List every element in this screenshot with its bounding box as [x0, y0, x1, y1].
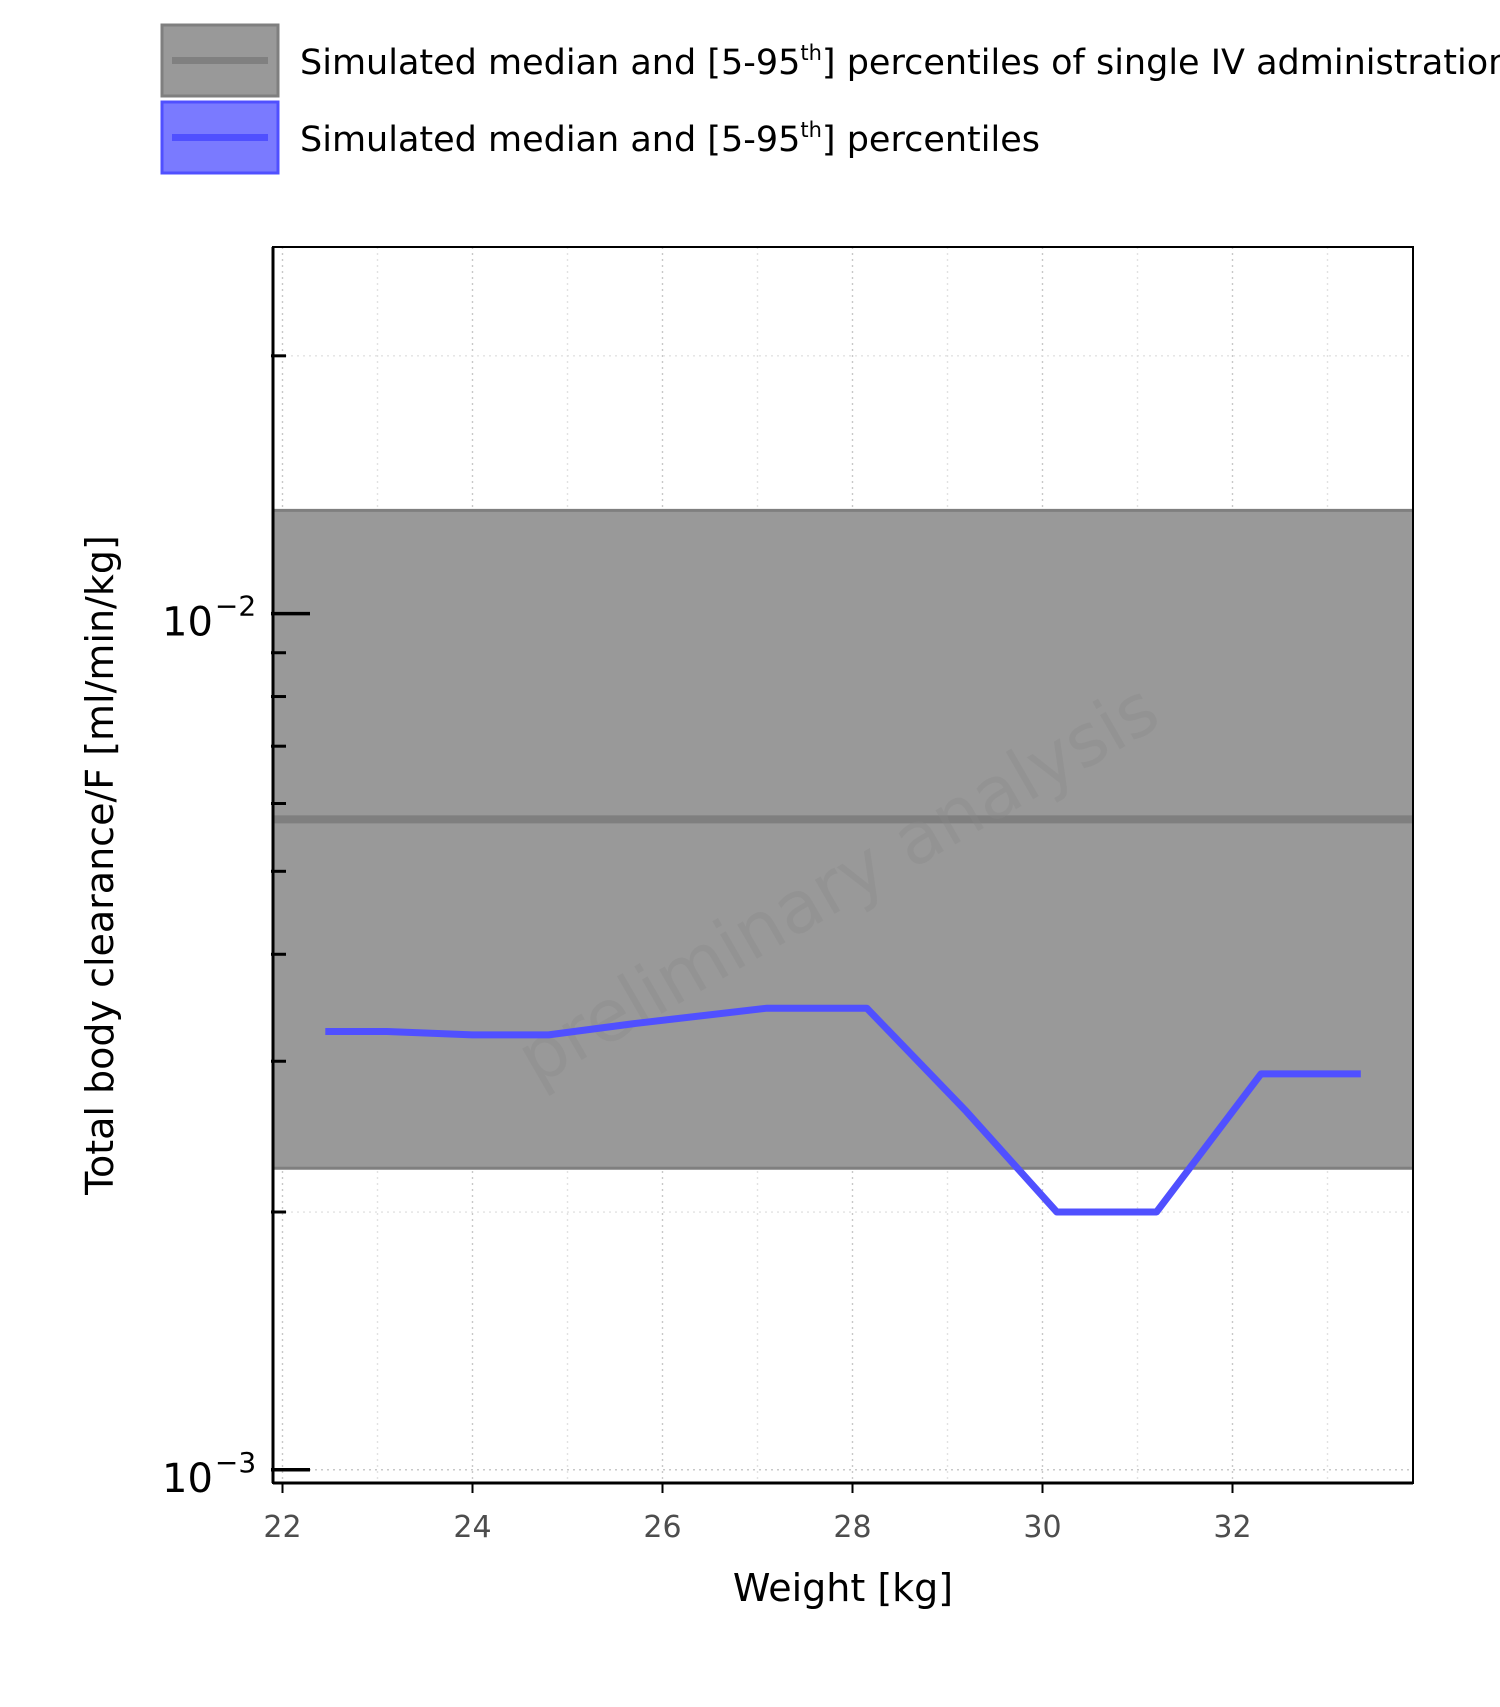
legend-label: Simulated median and [5-95th] percentile…	[300, 118, 1040, 160]
y-tick-label: 10−3	[162, 1446, 256, 1502]
y-tick-label: 10−2	[162, 590, 256, 646]
legend-item: Simulated median and [5-95th] percentile…	[162, 25, 1500, 96]
x-tick-label: 24	[453, 1510, 491, 1545]
legend-label-superscript: th	[800, 41, 822, 65]
legend-label-superscript: th	[800, 118, 822, 142]
y-axis-title: Total body clearance/F [ml/min/kg]	[78, 535, 122, 1196]
legend: Simulated median and [5-95th] percentile…	[162, 25, 1500, 173]
x-tick-label: 22	[263, 1510, 301, 1545]
y-tick-label-exponent: −2	[215, 590, 256, 623]
x-tick-label: 26	[643, 1510, 681, 1545]
x-tick-label: 28	[833, 1510, 871, 1545]
x-tick-label: 30	[1023, 1510, 1061, 1545]
legend-label-text: Simulated median and [5-95	[300, 43, 800, 83]
x-tick-label: 32	[1213, 1510, 1251, 1545]
legend-label: Simulated median and [5-95th] percentile…	[300, 41, 1500, 83]
x-axis-title: Weight [kg]	[733, 1566, 953, 1610]
legend-label-text: Simulated median and [5-95	[300, 120, 800, 160]
legend-label-text-end: ] percentiles	[822, 120, 1040, 160]
legend-item: Simulated median and [5-95th] percentile…	[162, 102, 1040, 173]
y-tick-label-base: 10	[162, 600, 213, 646]
y-tick-label-base: 10	[162, 1456, 213, 1502]
y-tick-label-exponent: −3	[215, 1446, 256, 1479]
legend-label-text-end: ] percentiles of single IV administratio…	[822, 43, 1500, 83]
